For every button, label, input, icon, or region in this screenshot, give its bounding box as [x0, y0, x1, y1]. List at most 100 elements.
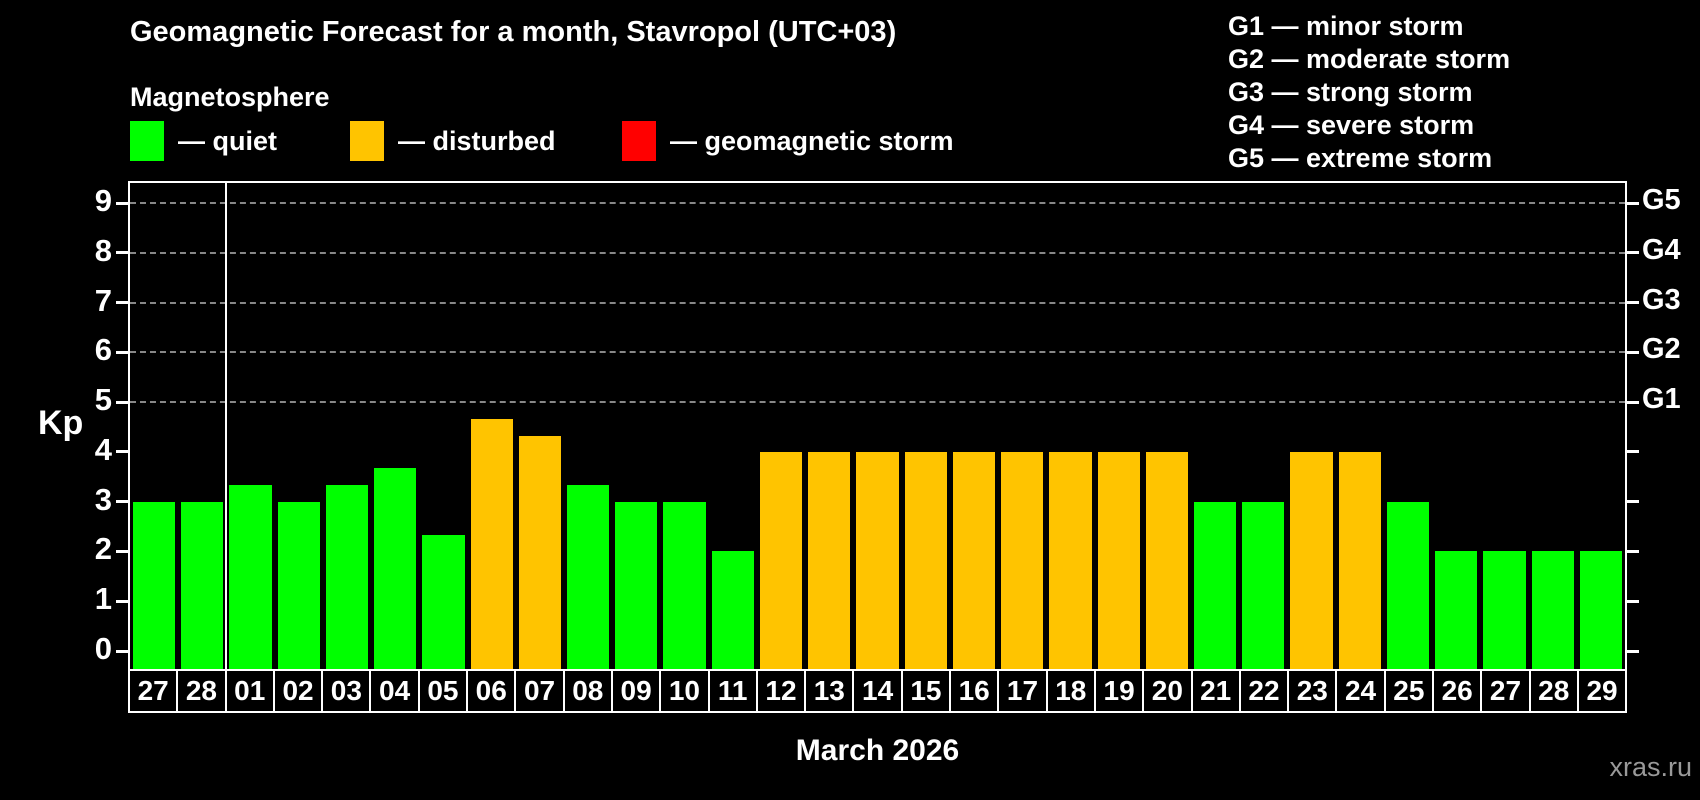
day-label-08: 08 [562, 669, 613, 713]
y-axis-label-3: 3 [94, 481, 112, 517]
kp-bar-day-23 [1290, 451, 1333, 669]
kp-bar-day-22 [1242, 501, 1285, 669]
kp-bar-day-08 [567, 485, 610, 669]
right-tick-kp1 [1627, 599, 1639, 603]
kp-bar-day-16 [952, 451, 996, 669]
day-label-14: 14 [852, 669, 903, 713]
gridline-kp6 [130, 351, 1625, 354]
g-legend-line: G5 — extreme storm [1228, 143, 1493, 173]
day-label-28: 28 [176, 669, 227, 713]
legend-item-label: — geomagnetic storm [670, 125, 954, 156]
y-axis-label-5: 5 [94, 382, 112, 418]
right-tick-kp6 [1627, 350, 1639, 354]
g-legend-line: G4 — severe storm [1228, 110, 1475, 140]
month-separator-line [225, 183, 228, 669]
kp-bar-day-10 [663, 501, 706, 669]
legend-heading: Magnetosphere [130, 82, 330, 112]
day-label-21: 21 [1190, 669, 1241, 713]
day-label-01: 01 [224, 669, 275, 713]
day-label-16: 16 [949, 669, 1000, 713]
day-label-24: 24 [1335, 669, 1386, 713]
g-legend-line: G2 — moderate storm [1228, 44, 1511, 74]
y-axis-title: Kp [38, 404, 84, 442]
day-label-19: 19 [1093, 669, 1145, 713]
kp-bar-day-25 [1386, 501, 1430, 669]
kp-bar-day-21 [1193, 501, 1237, 669]
kp-bar-day-28 [181, 501, 224, 669]
day-label-13: 13 [804, 669, 855, 713]
legend-item-quiet: — quiet [130, 120, 277, 162]
gridline-kp7 [130, 301, 1625, 304]
day-label-26: 26 [1432, 669, 1483, 713]
watermark: xras.ru [1609, 752, 1692, 782]
left-tick-kp0 [116, 649, 128, 653]
y-axis-label-6: 6 [94, 332, 112, 368]
day-label-10: 10 [659, 669, 710, 713]
kp-bar-day-15 [904, 451, 947, 669]
kp-bar-day-04 [374, 468, 417, 669]
day-label-20: 20 [1142, 669, 1193, 713]
g-scale-legend: G1 — minor storm G2 — moderate storm G3 … [1228, 10, 1510, 175]
day-label-27: 27 [128, 669, 179, 713]
kp-bar-day-03 [325, 485, 369, 669]
chart-plot-area [128, 181, 1627, 671]
right-axis-label-g4: G4 [1642, 233, 1681, 266]
y-axis-label-7: 7 [94, 282, 112, 318]
left-tick-kp3 [116, 500, 128, 504]
kp-bar-day-05 [422, 535, 465, 669]
day-label-27: 27 [1480, 669, 1531, 713]
y-axis-label-9: 9 [94, 183, 112, 219]
left-tick-kp2 [116, 549, 128, 553]
right-tick-kp8 [1627, 251, 1639, 255]
day-label-03: 03 [321, 669, 372, 713]
right-tick-kp7 [1627, 301, 1639, 305]
kp-bar-day-17 [1001, 451, 1044, 669]
disturbed-color-swatch [350, 121, 384, 161]
g-legend-line: G1 — minor storm [1228, 11, 1464, 41]
day-label-07: 07 [514, 669, 565, 713]
kp-bar-day-07 [518, 435, 562, 669]
legend-item-label: — quiet [178, 125, 277, 156]
day-label-05: 05 [417, 669, 469, 713]
kp-bar-day-13 [808, 451, 851, 669]
day-label-23: 23 [1287, 669, 1338, 713]
kp-bar-day-11 [711, 551, 754, 669]
left-tick-kp4 [116, 450, 128, 454]
storm-color-swatch [622, 121, 656, 161]
y-axis-label-4: 4 [94, 431, 112, 467]
right-tick-kp3 [1627, 500, 1639, 504]
right-axis-label-g1: G1 [1642, 383, 1681, 416]
kp-bar-day-19 [1097, 451, 1140, 669]
kp-bar-day-09 [615, 501, 658, 669]
day-label-29: 29 [1576, 669, 1628, 713]
chart-title: Geomagnetic Forecast for a month, Stavro… [130, 16, 897, 48]
left-tick-kp1 [116, 599, 128, 603]
legend-item-disturbed: — disturbed [350, 120, 556, 162]
kp-bar-day-28 [1531, 551, 1574, 669]
left-tick-kp6 [116, 350, 128, 354]
kp-bar-day-18 [1049, 451, 1092, 669]
kp-bar-day-26 [1435, 551, 1478, 669]
right-tick-kp4 [1627, 450, 1639, 454]
day-label-02: 02 [272, 669, 324, 713]
y-axis-label-2: 2 [94, 531, 112, 567]
left-tick-kp7 [116, 301, 128, 305]
kp-bar-day-24 [1338, 451, 1381, 669]
day-label-04: 04 [369, 669, 420, 713]
right-tick-kp5 [1627, 400, 1639, 404]
day-label-28: 28 [1528, 669, 1579, 713]
y-axis-label-8: 8 [94, 232, 112, 268]
y-axis-label-1: 1 [94, 581, 112, 617]
x-axis-day-labels: 27 28 01 02 03 04 05 06 07 08 09 10 11 12 13 14 15 16 17 18… [128, 669, 1628, 713]
kp-bar-day-12 [759, 451, 803, 669]
right-tick-kp9 [1627, 201, 1639, 205]
day-label-09: 09 [610, 669, 662, 713]
day-label-06: 06 [466, 669, 517, 713]
kp-bar-day-20 [1145, 451, 1188, 669]
x-axis-title: March 2026 [795, 734, 960, 767]
right-axis-label-g3: G3 [1642, 283, 1681, 316]
right-axis-label-g5: G5 [1642, 184, 1681, 217]
legend-item-label: — disturbed [398, 125, 556, 156]
day-label-11: 11 [707, 669, 758, 713]
kp-bar-day-27 [133, 501, 176, 669]
